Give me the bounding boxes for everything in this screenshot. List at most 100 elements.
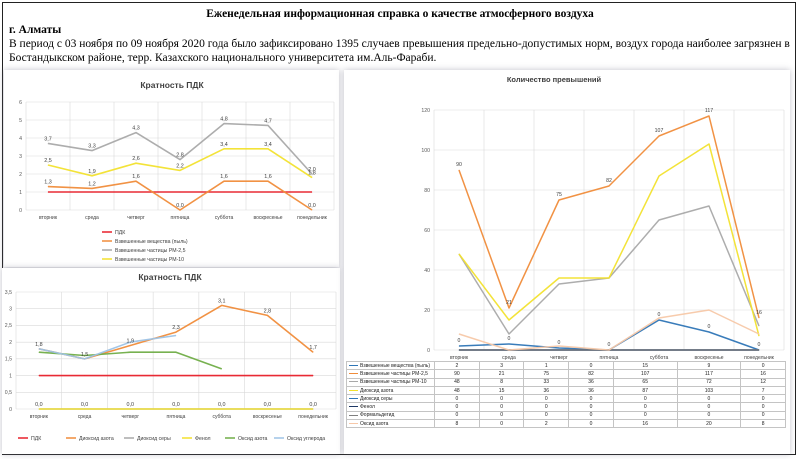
x-tick-label: суббота <box>650 355 669 360</box>
table-cell: 16 <box>612 419 678 429</box>
data-point <box>758 317 760 319</box>
table-cell: 0 <box>740 410 786 421</box>
data-point <box>47 164 49 166</box>
data-point <box>221 305 223 306</box>
legend-swatch <box>349 389 358 391</box>
data-point <box>558 347 560 349</box>
table-cell: 0 <box>612 410 678 421</box>
data-point <box>47 191 49 193</box>
table-cell: 0 <box>478 394 525 404</box>
table-row: Оксид азота 8 0 2 0 16 20 8 <box>346 419 786 429</box>
data-point <box>508 333 510 335</box>
data-label: 1,6 <box>220 174 228 180</box>
x-tick-label: суббота <box>215 215 234 221</box>
table-cell: 0 <box>434 402 480 412</box>
table-cell: 0 <box>478 410 525 421</box>
y-tick-label: 60 <box>424 228 430 234</box>
table-row: Формальдегид 0 0 0 0 0 0 0 <box>346 410 786 421</box>
document-frame <box>2 2 796 455</box>
chart-panel-2: Кратность ПДК 0 0,5 1 1,5 2 2,5 3 3,5 вторник сред… <box>2 268 340 454</box>
data-label: 0 <box>758 342 761 348</box>
data-point <box>708 309 710 311</box>
data-point <box>267 148 269 150</box>
data-point <box>135 191 137 193</box>
data-point <box>221 408 223 410</box>
data-label: 3,1 <box>218 298 226 304</box>
data-point <box>658 319 660 321</box>
table-cell: 0 <box>568 360 614 371</box>
data-point <box>458 169 460 171</box>
data-label: 2,0 <box>308 167 316 173</box>
x-tick-label: пятница <box>600 355 619 360</box>
table-cell: 0 <box>612 402 678 412</box>
data-point <box>458 333 460 335</box>
y-tick-label: 100 <box>421 148 430 154</box>
data-point <box>458 253 460 255</box>
table-cell: 2 <box>434 360 480 371</box>
table-cell: 48 <box>434 385 480 396</box>
data-point <box>129 375 131 376</box>
data-label: 2,6 <box>132 156 140 162</box>
legend-label: Взвешенные вещества (пыль) <box>115 239 188 245</box>
x-tick-label: воскресенье <box>253 215 282 221</box>
y-tick-label: 2 <box>9 340 12 346</box>
data-point <box>175 331 177 333</box>
data-point <box>658 175 660 177</box>
city-name: г. Алматы <box>9 24 62 36</box>
data-label: 2,2 <box>176 163 184 169</box>
table-row: Взвешенные частицы РМ-2,5 90 21 75 82 107 117 1… <box>346 369 786 379</box>
data-point <box>223 123 225 124</box>
legend-swatch <box>349 364 358 366</box>
data-point <box>221 368 223 370</box>
data-point <box>267 375 268 376</box>
data-label: 2,8 <box>264 308 272 314</box>
table-cell: 0 <box>523 394 570 404</box>
series-line-5 <box>38 334 177 360</box>
data-point <box>708 331 710 333</box>
x-tick-label: понедельник <box>744 355 775 360</box>
table-cell: 0 <box>568 410 614 421</box>
data-label: 0,0 <box>309 402 317 408</box>
data-point <box>311 173 313 175</box>
table-cell: 65 <box>612 377 678 387</box>
data-label: 107 <box>655 128 664 134</box>
data-label: 0,0 <box>308 203 316 209</box>
data-label: 0 <box>508 336 511 342</box>
data-point <box>267 125 269 126</box>
data-label: 2,8 <box>176 153 184 159</box>
data-point <box>221 375 223 376</box>
table-cell: 3 <box>478 360 525 371</box>
data-point <box>84 355 85 356</box>
data-label: 16 <box>756 310 762 316</box>
data-label: 4,7 <box>264 118 272 124</box>
data-label: 0,0 <box>218 402 226 408</box>
data-point <box>658 349 660 351</box>
table-cell: 0 <box>740 402 786 412</box>
data-point <box>312 375 314 376</box>
data-point <box>84 408 85 410</box>
data-label: 0 <box>608 342 611 348</box>
y-tick-label: 0,5 <box>5 390 12 396</box>
data-point <box>311 191 313 193</box>
legend-label: Диоксид азота <box>79 436 114 442</box>
table-row: Диоксид серы 0 0 0 0 0 0 0 <box>346 394 786 404</box>
legend-swatch <box>349 422 358 424</box>
table-row-label: Фенол <box>346 402 435 412</box>
y-tick-label: 80 <box>424 188 430 194</box>
y-tick-label: 3 <box>9 307 12 313</box>
table-cell: 36 <box>568 377 614 387</box>
legend-label: Фенол <box>195 436 211 442</box>
table-cell: 0 <box>478 402 525 412</box>
table-cell: 0 <box>676 394 742 404</box>
y-tick-label: 2,5 <box>5 323 12 329</box>
data-point <box>47 143 49 144</box>
y-tick-label: 120 <box>421 108 430 114</box>
table-cell: 0 <box>676 402 742 412</box>
data-point <box>129 345 131 346</box>
data-point <box>175 335 177 336</box>
data-point <box>135 132 137 133</box>
legend-swatch <box>349 414 358 416</box>
data-point <box>267 408 268 410</box>
table-cell: 7 <box>740 385 786 396</box>
table-cell: 107 <box>612 369 678 379</box>
